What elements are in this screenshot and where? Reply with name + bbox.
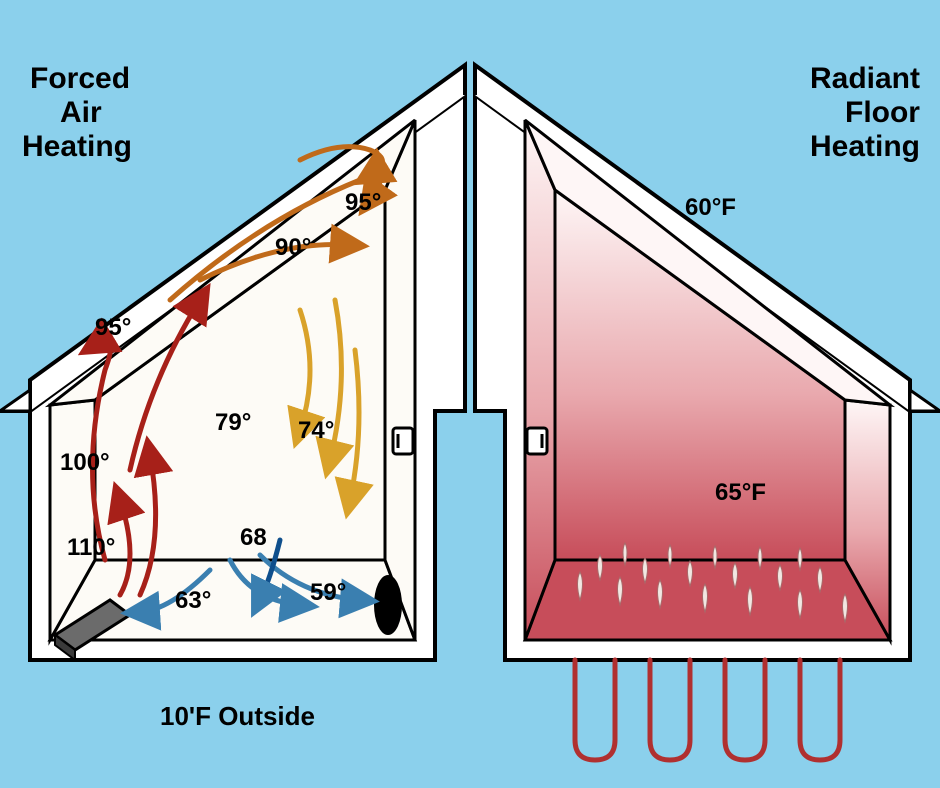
- temp-label: 59°: [310, 579, 346, 606]
- temp-label: 100°: [60, 449, 110, 476]
- title-line: Forced: [30, 62, 130, 95]
- forced-title: Forced Air Heating: [22, 62, 132, 163]
- title-line: Floor: [845, 96, 920, 129]
- temp-label: 95°: [345, 189, 381, 216]
- temp-label: 79°: [215, 409, 251, 436]
- door-handle-right-house: [527, 428, 547, 454]
- temp-label: 63°: [175, 587, 211, 614]
- return-vent-icon: [374, 575, 402, 635]
- temp-label: 74°: [298, 417, 334, 444]
- door-handle-left-house: [393, 428, 413, 454]
- radiant-eave: [910, 390, 940, 411]
- temp-label: 68: [240, 524, 267, 551]
- radiant-house: 60°F 65°F: [475, 65, 940, 760]
- title-line: Radiant: [810, 62, 920, 95]
- temp-label: 65°F: [715, 479, 766, 506]
- temp-label: 95°: [95, 314, 131, 341]
- title-line: Heating: [810, 130, 920, 163]
- temp-label: 90°: [275, 234, 311, 261]
- forced-eave: [0, 390, 30, 411]
- title-line: Heating: [22, 130, 132, 163]
- outside-temp-label: 10'F Outside: [160, 701, 315, 731]
- underfloor-pipes: [575, 660, 840, 760]
- temp-label: 110°: [67, 534, 115, 561]
- diagram-root: 95° 90° 95° 79° 74° 100° 68 110° 63° 59°: [0, 0, 940, 788]
- temp-label: 60°F: [685, 194, 736, 221]
- title-line: Air: [60, 96, 102, 129]
- radiant-title: Radiant Floor Heating: [810, 62, 920, 163]
